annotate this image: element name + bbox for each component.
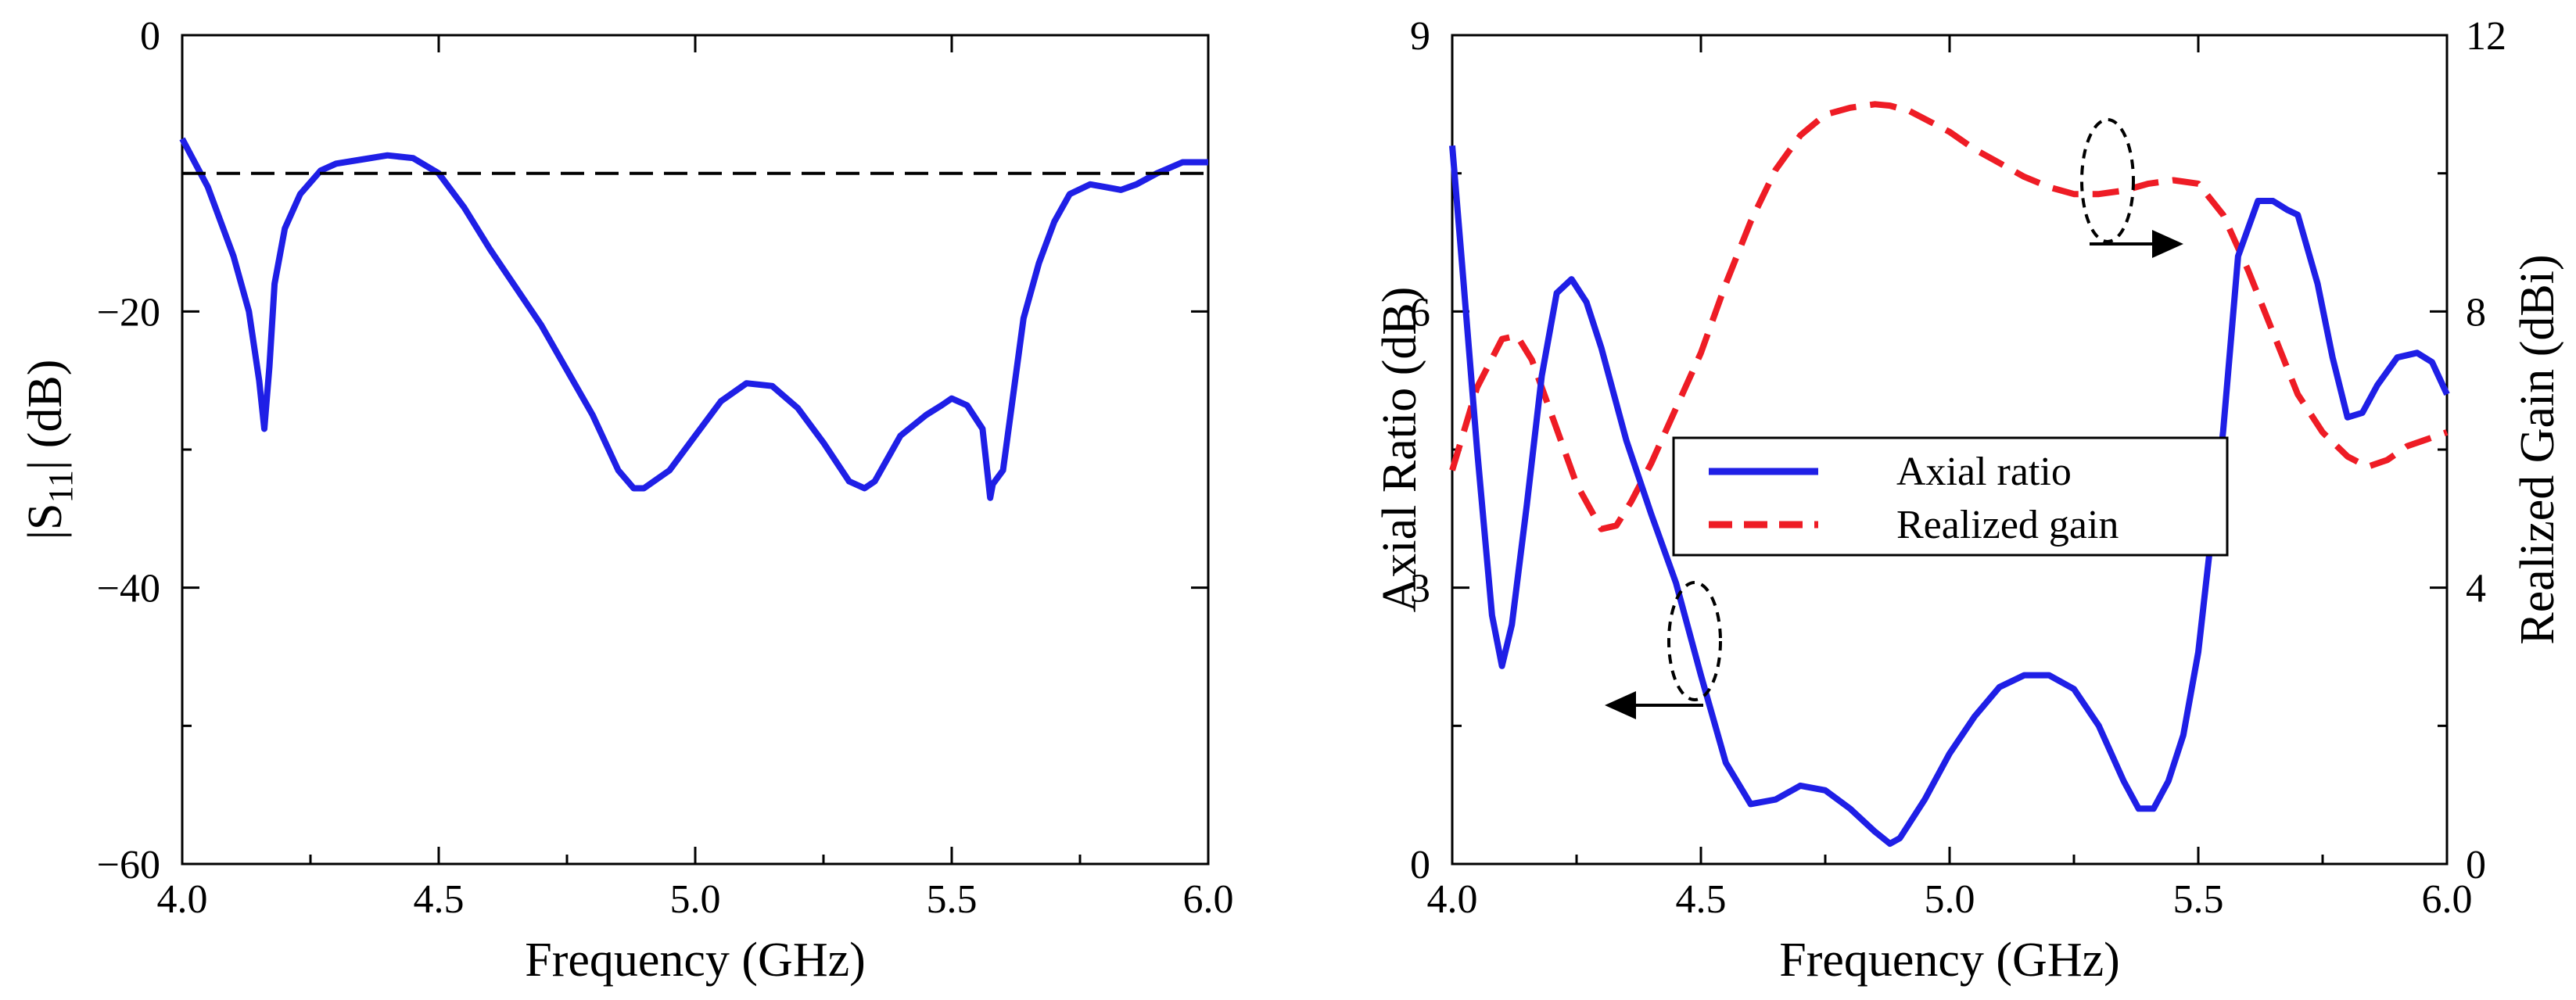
right-y-tick-label: 3 (1410, 567, 1430, 611)
right-x-tick-label: 5.5 (2173, 877, 2224, 922)
left-arrow-icon (1605, 691, 1636, 719)
right-y-axis-title: Axial Ratio (dB) (1373, 287, 1426, 613)
legend-box (1672, 436, 2229, 557)
right-y-tick-label: 6 (1410, 290, 1430, 335)
right-arrow-icon (2152, 230, 2183, 258)
left-x-tick-label: 4.0 (157, 877, 208, 922)
left-y-tick-label: 0 (140, 14, 160, 59)
left-x-tick-label: 4.5 (414, 877, 465, 922)
right-y-tick-label: 0 (1410, 843, 1430, 887)
left-y-title-main: |S (19, 504, 72, 540)
left-x-tick-label: 5.5 (927, 877, 978, 922)
axial-ratio-axis-annotation (1605, 581, 1722, 719)
left-x-axis-title: Frequency (GHz) (525, 934, 866, 987)
realized-gain-annotation-ellipse (2080, 118, 2135, 243)
left-y-tick-label: −60 (97, 843, 160, 887)
right-y2-axis-title: Realized Gain (dBi) (2511, 254, 2564, 644)
left-plot-frame (181, 34, 1210, 866)
right-y2-tick-label: 12 (2466, 14, 2506, 59)
left-y-tick-label: −40 (97, 567, 160, 611)
s11-chart: 4.0 4.5 5.0 5.5 6.0 0 −20 −40 −60 Frequency (GHz… (19, 14, 1234, 987)
right-x-tick-label: 6.0 (2422, 877, 2473, 922)
left-ticks: 4.0 4.5 5.0 5.5 6.0 0 −20 −40 −60 (97, 14, 1234, 922)
left-y-tick-label: −20 (97, 290, 160, 335)
right-x-tick-label: 5.0 (1925, 877, 1975, 922)
realized-gain-axis-annotation (2080, 118, 2183, 258)
right-y2-tick-label: 0 (2466, 843, 2486, 887)
left-x-tick-label: 6.0 (1183, 877, 1234, 922)
left-x-tick-label: 5.0 (670, 877, 721, 922)
series-line-realized-gain (1449, 101, 2449, 532)
right-x-tick-label: 4.5 (1676, 877, 1727, 922)
right-y-tick-label: 9 (1410, 14, 1430, 59)
series-line-s11 (179, 137, 1208, 501)
axial-ratio-annotation-ellipse (1667, 581, 1722, 701)
left-y-axis-title: |S11| (dB) (19, 360, 80, 540)
right-y2-tick-label: 4 (2466, 567, 2486, 611)
left-y-title-sub: 11 (41, 470, 80, 503)
left-y-title-tail: | (dB) (19, 360, 72, 471)
right-series (1449, 101, 2450, 848)
legend: Axial ratio Realized gain (1672, 436, 2229, 557)
right-x-tick-label: 4.0 (1427, 877, 1478, 922)
left-series (179, 137, 1208, 501)
right-y2-tick-label: 8 (2466, 290, 2486, 335)
legend-label-axial-ratio: Axial ratio (1896, 450, 2072, 494)
right-x-axis-title: Frequency (GHz) (1779, 934, 2120, 987)
series-line-axial-ratio (1449, 145, 2450, 848)
legend-label-realized-gain: Realized gain (1896, 503, 2119, 547)
